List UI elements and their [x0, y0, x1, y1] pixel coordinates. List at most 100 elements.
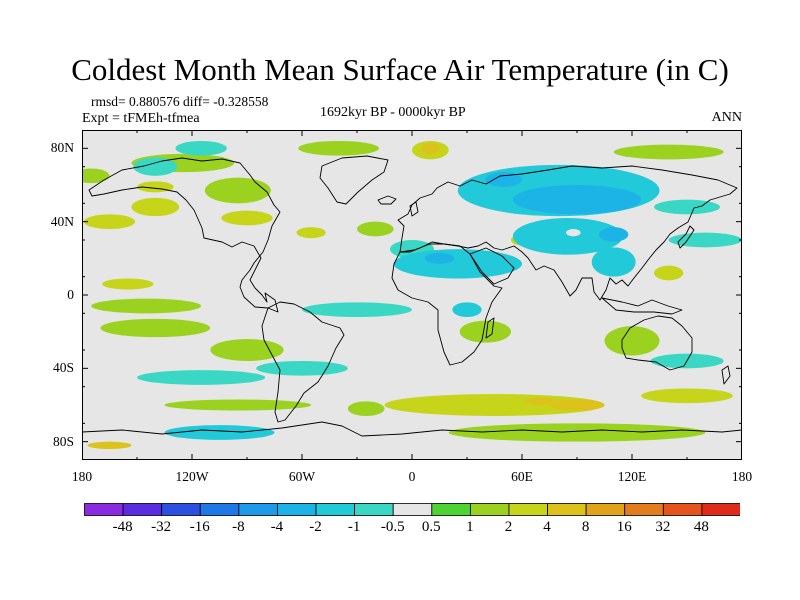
season-label: ANN: [711, 110, 742, 125]
lat-tick-label: 80N: [50, 140, 74, 156]
colorbar-box: [547, 503, 587, 516]
period-label: 1692kyr BP - 0000kyr BP: [320, 105, 466, 120]
colorbar-label: -2: [309, 519, 322, 535]
anomaly-region: [459, 320, 512, 343]
coastline-eurasia: [397, 165, 738, 301]
experiment-label: Expt = tFMEh-tfmea: [82, 111, 200, 126]
anomaly-region: [91, 298, 202, 314]
anomaly-regions: [82, 141, 742, 450]
colorbar-label: 0.5: [421, 519, 441, 535]
colorbar-box: [392, 503, 433, 516]
lon-tick-label: 60E: [511, 469, 533, 484]
anomaly-region: [485, 172, 522, 187]
anomaly-region: [512, 218, 623, 255]
anomaly-region: [347, 401, 385, 416]
colorbar-label: -48: [112, 519, 133, 535]
anomaly-region: [654, 199, 720, 215]
colorbar-box: [431, 503, 471, 516]
anomaly-region: [131, 197, 180, 217]
anomaly-region: [525, 397, 555, 406]
colorbar-label: -16: [189, 519, 210, 535]
lon-tick-label: 60W: [288, 469, 316, 484]
lon-tick-label: 0: [408, 469, 416, 484]
colorbar-box: [469, 503, 510, 516]
anomaly-region: [393, 249, 522, 279]
colorbar-box: [354, 503, 394, 516]
colorbar-label: 2: [504, 519, 513, 535]
colorbar-label: -4: [270, 519, 284, 535]
colorbar-label: 4: [543, 519, 551, 535]
colorbar-box: [315, 503, 356, 516]
coastline-greenland: [319, 155, 389, 205]
colorbar-box: [662, 503, 703, 516]
lat-tick-label: 40N: [50, 213, 74, 229]
colorbar-label: 16: [616, 519, 632, 535]
anomaly-region: [357, 221, 394, 237]
colorbar-label: -1: [347, 519, 361, 535]
coastline-madagascar: [485, 317, 495, 339]
axis-ticks: [82, 130, 742, 460]
anomaly-hole: [566, 229, 581, 237]
colorbar-box: [84, 503, 124, 516]
lon-tick-label: 120E: [617, 469, 647, 484]
anomaly-region: [424, 252, 455, 264]
anomaly-map: [82, 130, 742, 460]
anomaly-region: [133, 157, 178, 176]
lon-tick-label: 180: [731, 469, 753, 484]
colorbar-label: 1: [466, 519, 474, 535]
colorbar-label: 48: [693, 519, 709, 535]
anomaly-region: [100, 318, 211, 338]
anomaly-region: [221, 210, 273, 226]
coastline-south-america: [261, 301, 345, 423]
anomaly-region: [512, 185, 642, 215]
anomaly-region: [668, 232, 742, 248]
anomaly-region: [175, 141, 227, 156]
coastlines: [82, 155, 742, 437]
colorbar-box: [701, 503, 740, 516]
coastline-north-america: [88, 157, 281, 313]
anomaly-region: [599, 227, 629, 242]
anomaly-region: [591, 247, 636, 277]
colorbar-box: [199, 503, 240, 516]
anomaly-region: [137, 370, 266, 385]
coastline-antarctica: [82, 421, 742, 437]
colorbar-label: 8: [581, 519, 590, 535]
anomaly-region: [452, 302, 482, 317]
anomaly-region: [102, 278, 154, 290]
coastline-africa: [391, 243, 503, 366]
anomaly-holes: [566, 229, 581, 237]
anomaly-region: [210, 339, 284, 361]
colorbar-box: [585, 503, 626, 516]
colorbar-label: -8: [232, 519, 245, 535]
colorbar: [84, 503, 740, 516]
colorbar-box: [238, 503, 278, 516]
anomaly-region: [82, 168, 110, 184]
coastline-uk: [409, 201, 419, 217]
anomaly-region: [549, 399, 605, 411]
colorbar-box: [161, 503, 201, 516]
anomaly-region: [654, 265, 684, 281]
anomaly-region: [83, 214, 136, 229]
colorbar-box: [122, 503, 163, 516]
map-title: Coldest Month Mean Surface Air Temperatu…: [71, 52, 729, 87]
anomaly-region: [604, 326, 660, 356]
colorbar-label: -0.5: [380, 519, 405, 535]
anomaly-region: [302, 302, 412, 317]
coastline-japan: [677, 225, 695, 249]
colorbar-label: 32: [655, 519, 671, 535]
anomaly-region: [204, 177, 271, 204]
colorbar-box: [508, 503, 548, 516]
lat-tick-label: 80S: [52, 433, 74, 449]
anomaly-region: [164, 399, 312, 411]
anomaly-region: [421, 142, 440, 154]
colorbar-box: [624, 503, 664, 516]
anomaly-region: [298, 141, 379, 156]
stats-label: rmsd= 0.880576 diff= -0.328558: [91, 94, 269, 109]
anomaly-region: [164, 425, 275, 440]
lon-tick-label: 180: [71, 469, 93, 484]
anomaly-region: [256, 361, 348, 376]
coastline-iceland: [377, 195, 397, 205]
colorbar-label: -32: [151, 519, 172, 535]
lon-tick-label: 120W: [175, 469, 209, 484]
lat-tick-label: 40S: [52, 360, 74, 376]
